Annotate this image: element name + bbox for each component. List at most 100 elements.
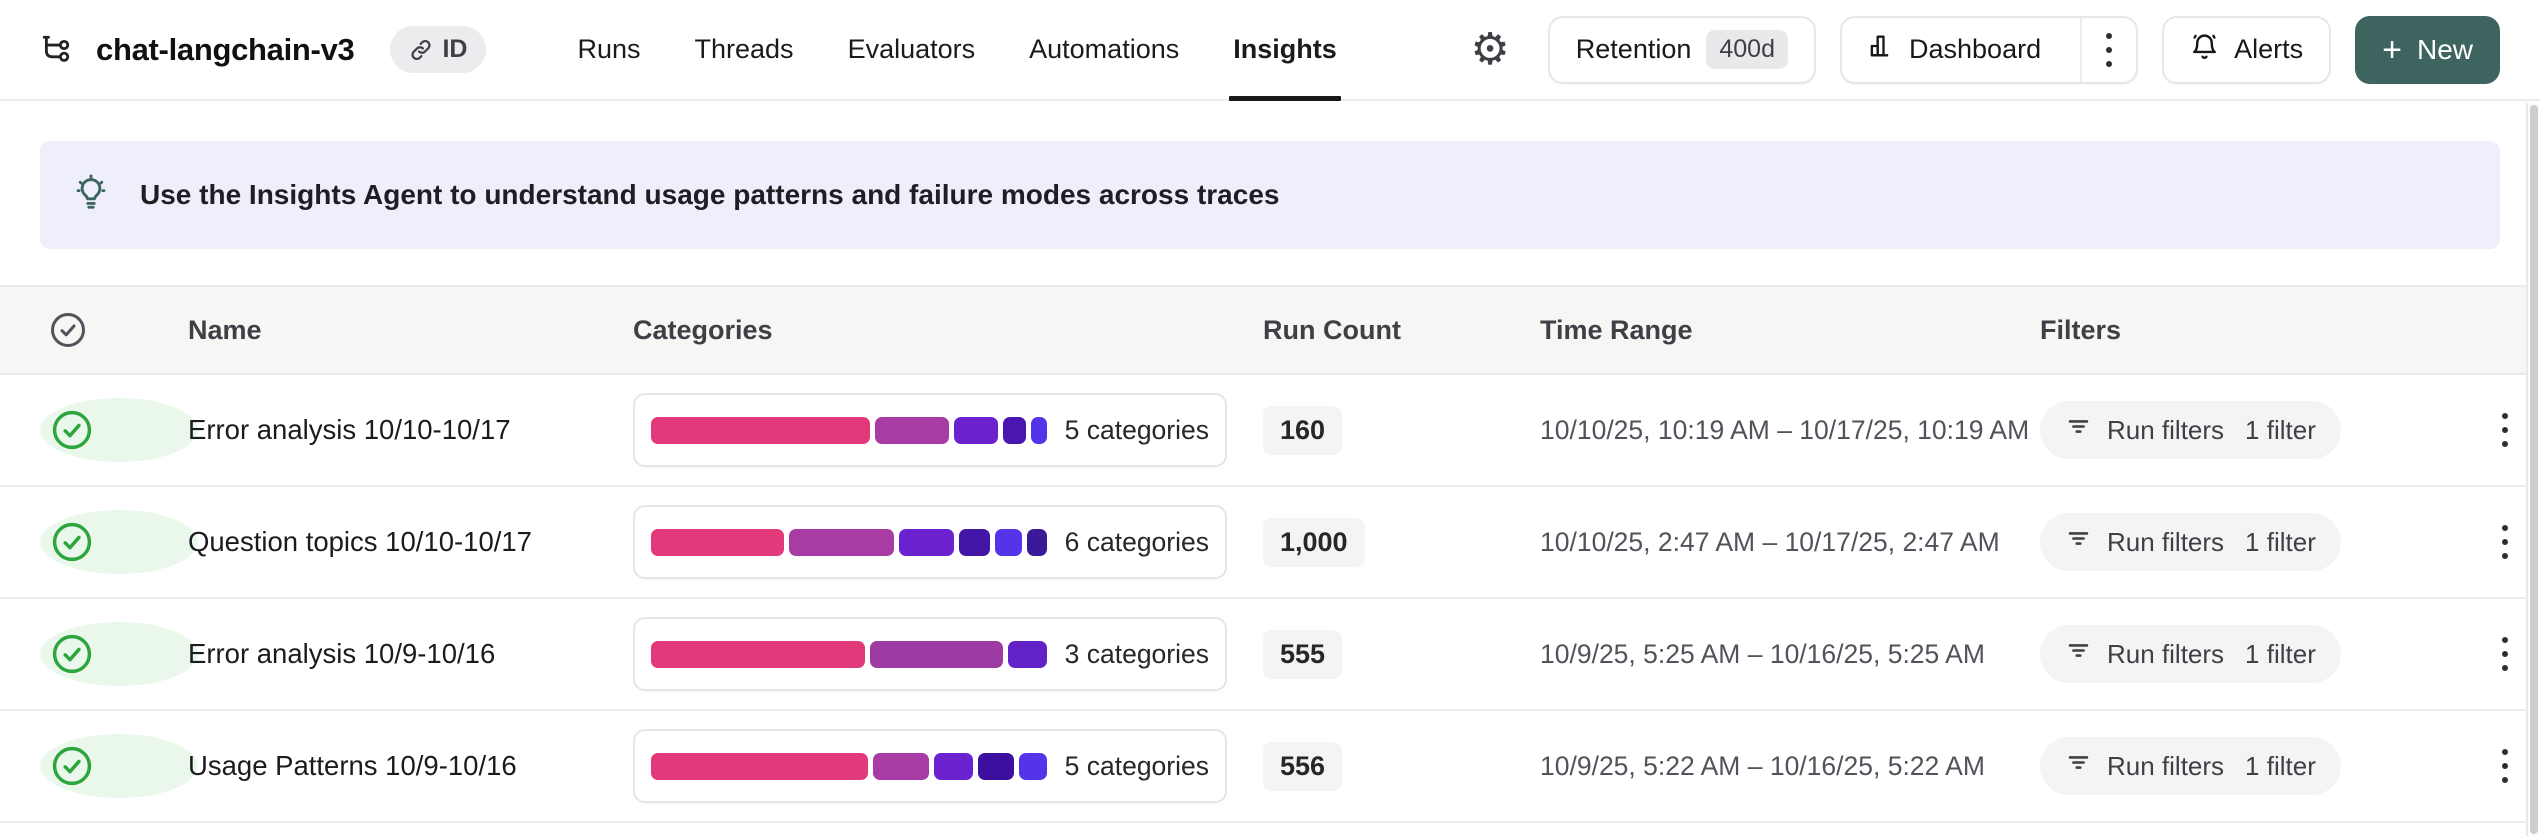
- insight-name: Question topics 10/10-10/17: [188, 526, 532, 557]
- alerts-button[interactable]: Alerts: [2162, 15, 2332, 84]
- run-filters-pill[interactable]: Run filters 1 filter: [2040, 401, 2341, 459]
- insight-name: Error analysis 10/9-10/16: [188, 638, 496, 669]
- new-label: New: [2416, 33, 2473, 65]
- dashboard-button[interactable]: Dashboard: [1842, 18, 2065, 82]
- category-segment: [978, 752, 1014, 780]
- category-segment: [788, 528, 894, 556]
- filter-icon: [2065, 637, 2092, 671]
- category-bar: [651, 752, 1047, 780]
- banner-text: Use the Insights Agent to understand usa…: [140, 179, 1280, 210]
- insights-agent-banner: Use the Insights Agent to understand usa…: [40, 141, 2500, 249]
- tab-threads[interactable]: Threads: [694, 34, 794, 64]
- bar-chart-icon: [1866, 32, 1894, 67]
- run-count-badge: 555: [1263, 629, 1343, 679]
- retention-button[interactable]: Retention 400d: [1547, 15, 1816, 84]
- category-segment: [994, 528, 1023, 556]
- category-segment: [870, 640, 1003, 668]
- run-filters-label: Run filters: [2107, 638, 2225, 669]
- category-segment: [1002, 416, 1026, 444]
- run-count-badge: 160: [1263, 405, 1343, 455]
- row-menu-kebab-icon[interactable]: [2496, 407, 2514, 453]
- dashboard-label: Dashboard: [1909, 34, 2042, 64]
- category-segment: [1007, 640, 1047, 668]
- category-segment: [1027, 528, 1047, 556]
- dashboard-split-button: Dashboard: [1840, 15, 2139, 84]
- category-bar: [651, 528, 1047, 556]
- categories-cell[interactable]: 5 categories: [633, 729, 1227, 803]
- category-segment: [651, 752, 869, 780]
- tab-evaluators[interactable]: Evaluators: [847, 34, 976, 64]
- status-check-icon: [50, 632, 188, 676]
- insight-name: Usage Patterns 10/9-10/16: [188, 750, 517, 781]
- new-button[interactable]: + New: [2355, 15, 2500, 84]
- run-filters-pill[interactable]: Run filters 1 filter: [2040, 737, 2341, 795]
- row-menu-kebab-icon[interactable]: [2496, 519, 2514, 565]
- table-row[interactable]: Error analysis 10/10-10/17 5 categories …: [0, 375, 2540, 487]
- nav-tabs: Runs Threads Evaluators Automations Insi…: [550, 0, 1364, 101]
- category-bar: [651, 640, 1047, 668]
- id-badge-label: ID: [442, 35, 468, 63]
- kebab-icon: [2100, 27, 2118, 73]
- page-title: chat-langchain-v3: [96, 31, 355, 67]
- filter-icon: [2065, 413, 2092, 447]
- run-filters-pill[interactable]: Run filters 1 filter: [2040, 513, 2341, 571]
- dashboard-menu-button[interactable]: [2080, 17, 2136, 82]
- category-segment: [875, 416, 950, 444]
- categories-cell[interactable]: 3 categories: [633, 617, 1227, 691]
- tab-insights[interactable]: Insights: [1206, 0, 1364, 101]
- plus-icon: +: [2382, 30, 2402, 69]
- table-row[interactable]: Usage Patterns 10/9-10/16 5 categories 5…: [0, 711, 2540, 823]
- category-segment: [1018, 752, 1047, 780]
- run-count-badge: 556: [1263, 741, 1343, 791]
- category-segment: [651, 640, 866, 668]
- status-column-check-icon: [48, 310, 188, 350]
- lightbulb-icon: [72, 173, 110, 217]
- col-filters: Filters: [2040, 314, 2122, 345]
- tab-automations[interactable]: Automations: [1029, 34, 1180, 64]
- gear-icon[interactable]: ⚙: [1470, 24, 1510, 74]
- category-segment: [958, 528, 990, 556]
- run-filters-label: Run filters: [2107, 526, 2225, 557]
- categories-cell[interactable]: 6 categories: [633, 505, 1227, 579]
- filter-count-label: 1 filter: [2245, 638, 2316, 669]
- run-filters-label: Run filters: [2107, 414, 2225, 445]
- alerts-label: Alerts: [2234, 34, 2304, 64]
- retention-value-badge: 400d: [1706, 30, 1788, 69]
- insight-name: Error analysis 10/10-10/17: [188, 414, 511, 445]
- category-segment: [954, 416, 998, 444]
- scrollbar-thumb[interactable]: [2530, 105, 2538, 834]
- status-check-icon: [50, 408, 188, 452]
- time-range: 10/10/25, 2:47 AM – 10/17/25, 2:47 AM: [1540, 526, 2000, 557]
- retention-label: Retention: [1575, 34, 1692, 64]
- time-range: 10/9/25, 5:22 AM – 10/16/25, 5:22 AM: [1540, 750, 1985, 781]
- run-count-badge: 1,000: [1263, 517, 1365, 567]
- table-row[interactable]: Question topics 10/10-10/17 6 categories…: [0, 487, 2540, 599]
- status-check-icon: [50, 744, 188, 788]
- project-tree-icon: [40, 33, 74, 67]
- categories-count-label: 3 categories: [1064, 638, 1209, 669]
- run-filters-pill[interactable]: Run filters 1 filter: [2040, 625, 2341, 683]
- category-segment: [651, 416, 871, 444]
- row-menu-kebab-icon[interactable]: [2496, 743, 2514, 789]
- table-row[interactable]: Error analysis 10/9-10/16 3 categories 5…: [0, 599, 2540, 711]
- category-segment: [1030, 416, 1047, 444]
- copy-id-badge[interactable]: ID: [390, 26, 487, 73]
- col-run-count: Run Count: [1263, 314, 1401, 345]
- bell-icon: [2190, 32, 2219, 68]
- col-categories: Categories: [633, 314, 773, 345]
- category-segment: [873, 752, 929, 780]
- status-check-icon: [50, 520, 188, 564]
- vertical-scrollbar: [2526, 103, 2540, 836]
- project-brand: chat-langchain-v3 ID: [40, 26, 487, 73]
- tab-runs[interactable]: Runs: [577, 34, 641, 64]
- filter-count-label: 1 filter: [2245, 526, 2316, 557]
- col-time-range: Time Range: [1540, 314, 1693, 345]
- header-toolbar: ⚙ Retention 400d Dashboard: [1470, 15, 2500, 84]
- category-segment: [651, 528, 784, 556]
- categories-cell[interactable]: 5 categories: [633, 393, 1227, 467]
- filter-icon: [2065, 749, 2092, 783]
- row-menu-kebab-icon[interactable]: [2496, 631, 2514, 677]
- filter-count-label: 1 filter: [2245, 414, 2316, 445]
- time-range: 10/9/25, 5:25 AM – 10/16/25, 5:25 AM: [1540, 638, 1985, 669]
- categories-count-label: 5 categories: [1064, 750, 1209, 781]
